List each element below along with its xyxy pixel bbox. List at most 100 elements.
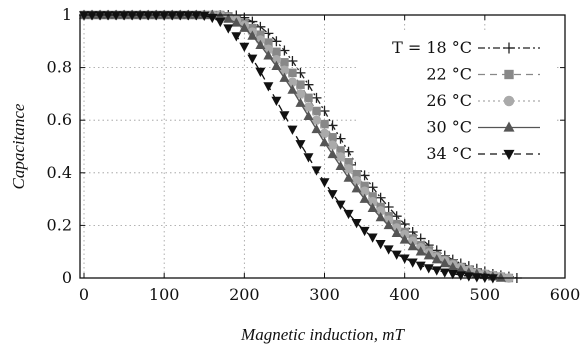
legend-label: T = 18 °C xyxy=(392,38,472,57)
legend-label: 34 °C xyxy=(426,144,472,163)
triangle-down-marker xyxy=(447,270,458,280)
triangle-down-marker xyxy=(455,271,466,281)
triangle-down-marker xyxy=(143,11,154,21)
triangle-down-marker xyxy=(127,11,138,21)
square-marker xyxy=(280,58,289,67)
triangle-up-marker xyxy=(303,110,314,121)
triangle-down-marker xyxy=(311,166,322,176)
square-marker xyxy=(312,106,321,116)
square-marker xyxy=(352,169,361,179)
y-tick-label: 0.8 xyxy=(47,58,72,77)
triangle-up-marker xyxy=(359,193,370,203)
circle-marker xyxy=(375,206,386,216)
square-marker xyxy=(304,93,313,103)
plus-marker xyxy=(343,146,354,157)
triangle-down-marker xyxy=(239,42,250,53)
plus-marker xyxy=(271,36,282,47)
triangle-up-marker xyxy=(415,246,426,256)
triangle-down-marker xyxy=(87,11,98,21)
x-tick-label: 100 xyxy=(149,285,180,304)
triangle-down-marker xyxy=(367,233,378,243)
plus-marker xyxy=(503,42,515,54)
triangle-down-marker xyxy=(287,125,298,135)
triangle-up-marker xyxy=(439,258,450,268)
square-marker xyxy=(320,119,329,129)
triangle-down-marker xyxy=(223,24,234,34)
legend-label: 30 °C xyxy=(426,118,472,137)
axis-ticks: 0 100 200 300 400 500 600 0 0.2 0.4 0.6 0.8 1 xyxy=(47,5,581,304)
triangle-down-marker xyxy=(183,11,194,21)
circle-marker xyxy=(263,44,274,54)
y-tick-label: 0.2 xyxy=(47,215,72,234)
triangle-up-marker xyxy=(335,160,346,170)
triangle-up-marker xyxy=(447,261,458,272)
plus-marker xyxy=(287,56,298,67)
triangle-down-marker xyxy=(119,11,130,21)
triangle-down-marker xyxy=(319,178,330,188)
y-axis-label: Capacitance xyxy=(9,103,28,189)
circle-marker xyxy=(271,54,282,65)
triangle-up-marker xyxy=(279,72,290,82)
circle-marker xyxy=(319,128,330,139)
plus-marker xyxy=(263,28,274,39)
triangle-up-marker xyxy=(263,50,274,60)
triangle-up-marker xyxy=(287,84,298,94)
x-axis-label: Magnetic induction, mT xyxy=(240,325,405,344)
triangle-down-marker xyxy=(103,11,114,21)
triangle-down-marker xyxy=(247,54,258,64)
square-marker xyxy=(360,181,369,191)
legend: T = 18 °C 22 °C 26 °C 30 °C 34 °C xyxy=(356,30,556,170)
triangle-down-marker xyxy=(191,11,202,21)
circle-marker xyxy=(287,77,298,87)
triangle-down-marker xyxy=(135,11,146,21)
triangle-down-marker xyxy=(407,258,418,268)
triangle-down-marker xyxy=(327,190,338,200)
triangle-down-marker xyxy=(335,200,346,210)
triangle-down-marker xyxy=(199,11,210,22)
triangle-up-marker xyxy=(327,148,338,159)
triangle-down-marker xyxy=(279,111,290,121)
plus-marker xyxy=(383,201,394,212)
triangle-down-marker xyxy=(255,67,266,78)
plus-marker xyxy=(255,21,266,32)
triangle-down-marker xyxy=(303,153,314,163)
triangle-up-marker xyxy=(239,22,250,32)
x-tick-label: 0 xyxy=(79,285,89,304)
plus-marker xyxy=(367,182,378,193)
triangle-up-marker xyxy=(343,172,354,182)
circle-marker xyxy=(359,186,370,196)
legend-background xyxy=(356,30,556,170)
triangle-up-marker xyxy=(383,219,394,230)
triangle-up-marker xyxy=(375,212,386,222)
triangle-up-marker xyxy=(295,97,306,107)
circle-marker xyxy=(303,102,314,112)
plus-marker xyxy=(375,192,386,203)
triangle-down-marker xyxy=(415,261,426,271)
legend-label: 26 °C xyxy=(426,91,472,110)
square-marker xyxy=(328,133,337,142)
triangle-up-marker xyxy=(247,30,258,40)
x-tick-label: 500 xyxy=(470,285,501,304)
triangle-up-marker xyxy=(423,250,434,260)
square-marker xyxy=(272,47,281,57)
triangle-up-marker xyxy=(351,183,362,193)
triangle-up-marker xyxy=(319,137,330,147)
y-tick-label: 0.4 xyxy=(47,163,72,182)
plus-marker xyxy=(295,67,306,78)
triangle-up-marker xyxy=(223,13,234,23)
square-marker xyxy=(344,158,353,167)
square-marker xyxy=(256,30,265,39)
circle-marker xyxy=(351,175,362,186)
circle-marker xyxy=(343,164,354,174)
triangle-down-marker xyxy=(375,240,386,250)
y-tick-label: 0.6 xyxy=(47,110,72,129)
triangle-up-marker xyxy=(311,123,322,134)
triangle-up-marker xyxy=(503,121,515,132)
square-marker xyxy=(504,69,514,80)
triangle-up-marker xyxy=(271,60,282,71)
triangle-up-marker xyxy=(399,234,410,244)
triangle-down-marker xyxy=(359,226,370,237)
triangle-down-marker xyxy=(231,32,242,42)
circle-marker xyxy=(295,89,306,99)
plus-marker xyxy=(319,105,330,116)
